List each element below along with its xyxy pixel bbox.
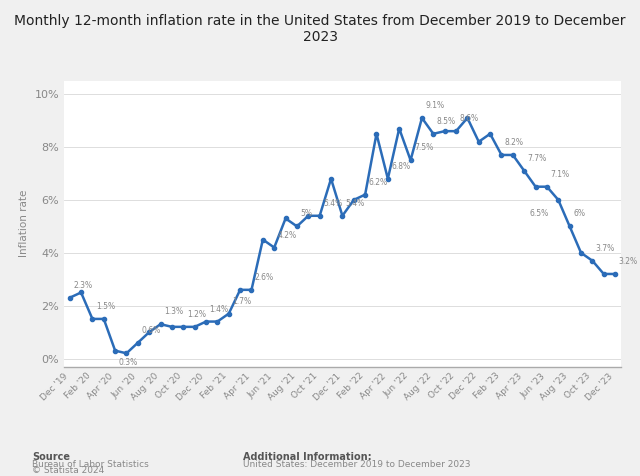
- Text: 1.3%: 1.3%: [164, 307, 183, 316]
- Text: 2.6%: 2.6%: [255, 273, 274, 282]
- Text: Monthly 12-month inflation rate in the United States from December 2019 to Decem: Monthly 12-month inflation rate in the U…: [14, 14, 626, 44]
- Text: United States: December 2019 to December 2023: United States: December 2019 to December…: [243, 460, 470, 469]
- Text: 0.3%: 0.3%: [118, 357, 138, 367]
- Text: Source: Source: [32, 452, 70, 462]
- Text: 7.7%: 7.7%: [527, 154, 547, 163]
- Text: 6.8%: 6.8%: [391, 162, 410, 171]
- Text: 5%: 5%: [300, 209, 312, 218]
- Text: 7.5%: 7.5%: [414, 143, 433, 152]
- Text: 8.6%: 8.6%: [460, 114, 479, 123]
- Text: 1.7%: 1.7%: [232, 297, 252, 306]
- Text: 9.1%: 9.1%: [426, 101, 444, 110]
- Text: 5.4%: 5.4%: [346, 199, 365, 208]
- Text: 3.7%: 3.7%: [596, 244, 615, 253]
- Text: 7.1%: 7.1%: [550, 170, 570, 179]
- Text: 3.2%: 3.2%: [618, 257, 637, 266]
- Text: 8.2%: 8.2%: [505, 138, 524, 147]
- Text: 6.2%: 6.2%: [369, 178, 388, 187]
- Text: 8.5%: 8.5%: [436, 117, 456, 126]
- Text: 1.2%: 1.2%: [187, 310, 205, 319]
- Text: 6%: 6%: [573, 209, 585, 218]
- Text: 1.5%: 1.5%: [96, 302, 115, 311]
- Text: © Statista 2024: © Statista 2024: [32, 466, 104, 475]
- Text: 6.5%: 6.5%: [530, 209, 549, 218]
- Y-axis label: Inflation rate: Inflation rate: [19, 190, 29, 258]
- Text: 5.4%: 5.4%: [323, 199, 342, 208]
- Text: 0.6%: 0.6%: [141, 326, 161, 335]
- Text: Bureau of Labor Statistics: Bureau of Labor Statistics: [32, 460, 148, 469]
- Text: 4.2%: 4.2%: [278, 230, 297, 239]
- Text: Additional Information:: Additional Information:: [243, 452, 372, 462]
- Text: 1.4%: 1.4%: [209, 305, 228, 314]
- Text: 2.3%: 2.3%: [73, 281, 92, 290]
